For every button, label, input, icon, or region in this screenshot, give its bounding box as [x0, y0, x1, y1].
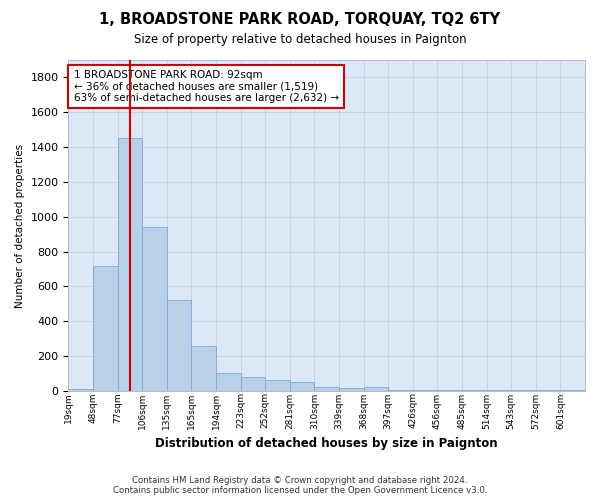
Bar — [216, 374, 241, 391]
Bar — [462, 390, 487, 391]
Text: Contains HM Land Registry data © Crown copyright and database right 2024.
Contai: Contains HM Land Registry data © Crown c… — [113, 476, 487, 495]
Bar — [241, 377, 265, 391]
Text: Size of property relative to detached houses in Paignton: Size of property relative to detached ho… — [134, 32, 466, 46]
Bar — [413, 390, 437, 391]
Bar — [68, 389, 93, 391]
Bar — [487, 390, 511, 391]
Bar — [437, 390, 462, 391]
Bar — [314, 386, 339, 391]
Bar — [265, 380, 290, 391]
Text: 1 BROADSTONE PARK ROAD: 92sqm
← 36% of detached houses are smaller (1,519)
63% o: 1 BROADSTONE PARK ROAD: 92sqm ← 36% of d… — [74, 70, 338, 103]
Bar — [167, 300, 191, 391]
Text: 1, BROADSTONE PARK ROAD, TORQUAY, TQ2 6TY: 1, BROADSTONE PARK ROAD, TORQUAY, TQ2 6T… — [100, 12, 500, 28]
X-axis label: Distribution of detached houses by size in Paignton: Distribution of detached houses by size … — [155, 437, 498, 450]
Bar — [142, 227, 167, 391]
Y-axis label: Number of detached properties: Number of detached properties — [15, 144, 25, 308]
Bar — [118, 138, 142, 391]
Bar — [191, 346, 216, 391]
Bar — [364, 388, 388, 391]
Bar — [339, 388, 364, 391]
Bar — [536, 390, 560, 391]
Bar — [93, 266, 118, 391]
Bar — [290, 382, 314, 391]
Bar — [388, 390, 413, 391]
Bar — [511, 390, 536, 391]
Bar — [560, 390, 585, 391]
